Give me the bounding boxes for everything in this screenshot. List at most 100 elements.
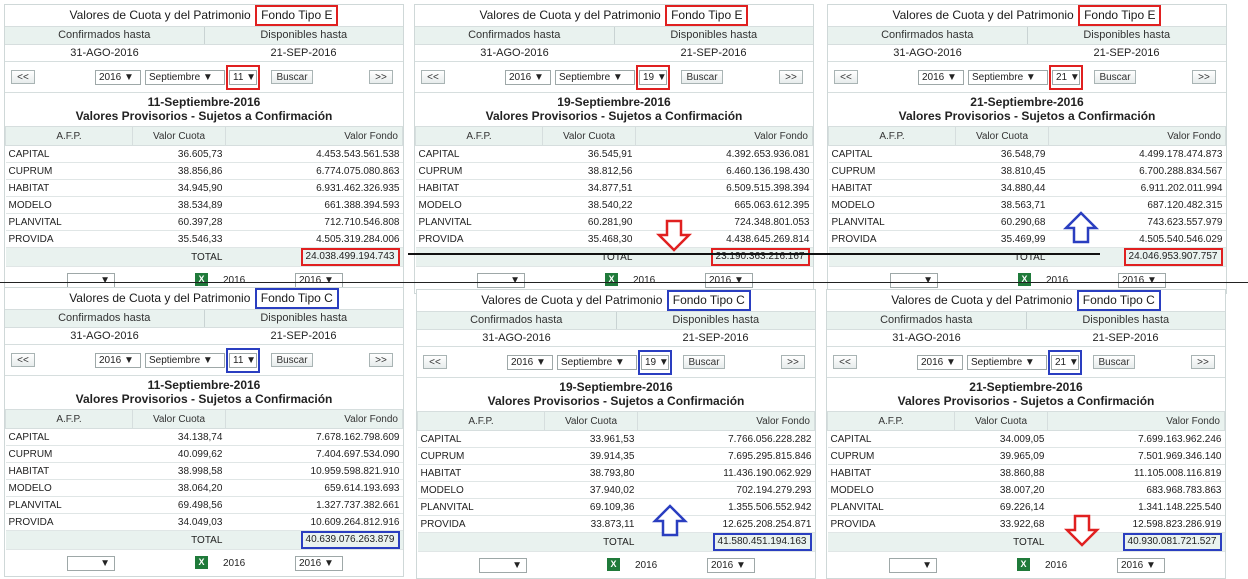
next-button[interactable]: >> bbox=[1191, 355, 1215, 369]
previous-button[interactable]: << bbox=[834, 70, 858, 84]
disponibles-label: Disponibles hasta bbox=[672, 314, 760, 326]
footer-empty-select[interactable]: ▼ bbox=[477, 273, 525, 288]
next-button[interactable]: >> bbox=[1192, 70, 1216, 84]
panel-header: Valores de Cuota y del Patrimonio Fondo … bbox=[5, 288, 403, 310]
excel-icon[interactable]: X bbox=[1018, 273, 1031, 286]
footer-year-select[interactable]: 2016 ▼ bbox=[1117, 558, 1165, 573]
total-row: TOTAL 23.190.363.216.167 bbox=[415, 247, 813, 267]
day-select[interactable]: 19 ▼ bbox=[641, 355, 669, 370]
month-select[interactable]: Septiembre ▼ bbox=[968, 70, 1048, 85]
previous-button[interactable]: << bbox=[11, 70, 35, 84]
table-row: HABITAT 38.860,88 11.105.008.116.819 bbox=[827, 464, 1225, 482]
afp-name: PLANVITAL bbox=[827, 498, 955, 516]
valor-fondo: 11.105.008.116.819 bbox=[1047, 464, 1225, 482]
day-select[interactable]: 21 ▼ bbox=[1051, 355, 1079, 370]
total-value: 24.038.499.194.743 bbox=[300, 248, 400, 266]
table-row: MODELO 38.563,71 687.120.482.315 bbox=[828, 196, 1226, 214]
previous-button[interactable]: << bbox=[423, 355, 447, 369]
valor-cuota: 35.546,33 bbox=[132, 230, 226, 248]
footer-year-select[interactable]: 2016 ▼ bbox=[295, 556, 343, 571]
footer-year-select[interactable]: 2016 ▼ bbox=[1118, 273, 1166, 288]
search-button[interactable]: Buscar bbox=[271, 70, 313, 84]
afp-name: MODELO bbox=[5, 479, 133, 497]
next-button[interactable]: >> bbox=[369, 70, 393, 84]
afp-name: CAPITAL bbox=[827, 430, 955, 448]
month-select[interactable]: Septiembre ▼ bbox=[555, 70, 635, 85]
day-select[interactable]: 11 ▼ bbox=[229, 70, 257, 85]
day-highlight-box bbox=[226, 65, 260, 90]
total-value: 24.046.953.907.757 bbox=[1123, 248, 1223, 266]
footer-year-select[interactable]: 2016 ▼ bbox=[705, 273, 753, 288]
table-row: CAPITAL 36.545,91 4.392.653.936.081 bbox=[415, 145, 813, 163]
excel-icon[interactable]: X bbox=[607, 558, 620, 571]
month-select[interactable]: Septiembre ▼ bbox=[145, 70, 225, 85]
footer-year-select[interactable]: 2016 ▼ bbox=[295, 273, 343, 288]
footer-empty-select[interactable]: ▼ bbox=[479, 558, 527, 573]
valor-fondo: 6.700.288.834.567 bbox=[1048, 162, 1226, 180]
valor-cuota: 38.812,56 bbox=[542, 162, 636, 180]
selected-date: 21-Septiembre-2016 bbox=[969, 380, 1083, 394]
total-row: TOTAL 40.930.081.721.527 bbox=[827, 532, 1225, 552]
selected-date: 11-Septiembre-2016 bbox=[147, 95, 261, 109]
year-select[interactable]: 2016 ▼ bbox=[95, 353, 141, 368]
day-select[interactable]: 19 ▼ bbox=[639, 70, 667, 85]
afp-name: PLANVITAL bbox=[415, 213, 543, 231]
footer-empty-select[interactable]: ▼ bbox=[67, 273, 115, 288]
excel-icon[interactable]: X bbox=[195, 556, 208, 569]
footer-empty-select[interactable]: ▼ bbox=[890, 273, 938, 288]
month-select[interactable]: Septiembre ▼ bbox=[145, 353, 225, 368]
panel-header: Valores de Cuota y del Patrimonio Fondo … bbox=[827, 290, 1225, 312]
table-row: CAPITAL 36.548,79 4.499.178.474.873 bbox=[828, 145, 1226, 163]
month-select[interactable]: Septiembre ▼ bbox=[557, 355, 637, 370]
year-select[interactable]: 2016 ▼ bbox=[917, 355, 963, 370]
footer-empty-select[interactable]: ▼ bbox=[889, 558, 937, 573]
excel-icon[interactable]: X bbox=[605, 273, 618, 286]
footer-year-select[interactable]: 2016 ▼ bbox=[707, 558, 755, 573]
table-row: PROVIDA 34.049,03 10.609.264.812.916 bbox=[5, 513, 403, 531]
next-button[interactable]: >> bbox=[369, 353, 393, 367]
valor-cuota: 34.945,90 bbox=[132, 179, 226, 197]
previous-button[interactable]: << bbox=[833, 355, 857, 369]
table-row: PLANVITAL 69.498,56 1.327.737.382.661 bbox=[5, 496, 403, 514]
table-row: MODELO 38.540,22 665.063.612.395 bbox=[415, 196, 813, 214]
valor-cuota: 69.498,56 bbox=[132, 496, 226, 514]
search-button[interactable]: Buscar bbox=[683, 355, 725, 369]
valor-fondo: 1.355.506.552.942 bbox=[637, 498, 815, 516]
valor-cuota: 39.965,09 bbox=[954, 447, 1048, 465]
valor-cuota: 38.540,22 bbox=[542, 196, 636, 214]
fondo-type-label: Fondo Tipo E bbox=[1078, 5, 1162, 26]
year-select[interactable]: 2016 ▼ bbox=[95, 70, 141, 85]
year-select[interactable]: 2016 ▼ bbox=[505, 70, 551, 85]
year-select[interactable]: 2016 ▼ bbox=[918, 70, 964, 85]
availability-dates: 31-AGO-2016 21-SEP-2016 bbox=[415, 45, 813, 62]
disponibles-date: 21-SEP-2016 bbox=[680, 47, 747, 59]
year-select[interactable]: 2016 ▼ bbox=[507, 355, 553, 370]
table-header-row: A.F.P. Valor Cuota Valor Fondo bbox=[826, 411, 1226, 431]
panel-title: Valores de Cuota y del Patrimonio bbox=[69, 291, 251, 305]
footer-empty-select[interactable]: ▼ bbox=[67, 556, 115, 571]
date-heading: 19-Septiembre-2016 Valores Provisorios -… bbox=[415, 93, 813, 126]
day-select[interactable]: 21 ▼ bbox=[1052, 70, 1080, 85]
date-navigation: << 2016 ▼ Septiembre ▼ 21 ▼ Buscar >> bbox=[828, 62, 1226, 93]
excel-icon[interactable]: X bbox=[195, 273, 208, 286]
previous-button[interactable]: << bbox=[11, 353, 35, 367]
search-button[interactable]: Buscar bbox=[1094, 70, 1136, 84]
search-button[interactable]: Buscar bbox=[1093, 355, 1135, 369]
afp-name: MODELO bbox=[828, 196, 956, 214]
next-button[interactable]: >> bbox=[781, 355, 805, 369]
next-button[interactable]: >> bbox=[779, 70, 803, 84]
valor-fondo: 10.959.598.821.910 bbox=[225, 462, 403, 480]
valor-cuota: 34.877,51 bbox=[542, 179, 636, 197]
search-button[interactable]: Buscar bbox=[271, 353, 313, 367]
month-select[interactable]: Septiembre ▼ bbox=[967, 355, 1047, 370]
date-heading: 21-Septiembre-2016 Valores Provisorios -… bbox=[828, 93, 1226, 126]
valor-fondo: 4.505.540.546.029 bbox=[1048, 230, 1226, 248]
valor-fondo: 10.609.264.812.916 bbox=[225, 513, 403, 531]
afp-name: CUPRUM bbox=[828, 162, 956, 180]
search-button[interactable]: Buscar bbox=[681, 70, 723, 84]
previous-button[interactable]: << bbox=[421, 70, 445, 84]
day-select[interactable]: 11 ▼ bbox=[229, 353, 257, 368]
excel-icon[interactable]: X bbox=[1017, 558, 1030, 571]
afp-name: CAPITAL bbox=[417, 430, 545, 448]
valor-cuota: 36.605,73 bbox=[132, 145, 226, 163]
